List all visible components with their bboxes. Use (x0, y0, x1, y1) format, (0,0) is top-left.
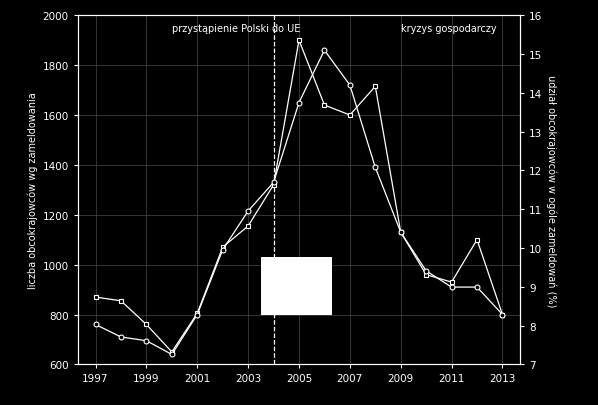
Text: kryzys gospodarczy: kryzys gospodarczy (401, 23, 496, 34)
Text: przystąpienie Polski do UE: przystąpienie Polski do UE (172, 23, 300, 34)
Y-axis label: udział obcokrajowców w ogóle zameldowań (%): udział obcokrajowców w ogóle zameldowań … (546, 75, 556, 306)
Y-axis label: liczba obcokrajowców wg zameldowania: liczba obcokrajowców wg zameldowania (28, 92, 38, 288)
Bar (261, 258, 332, 315)
